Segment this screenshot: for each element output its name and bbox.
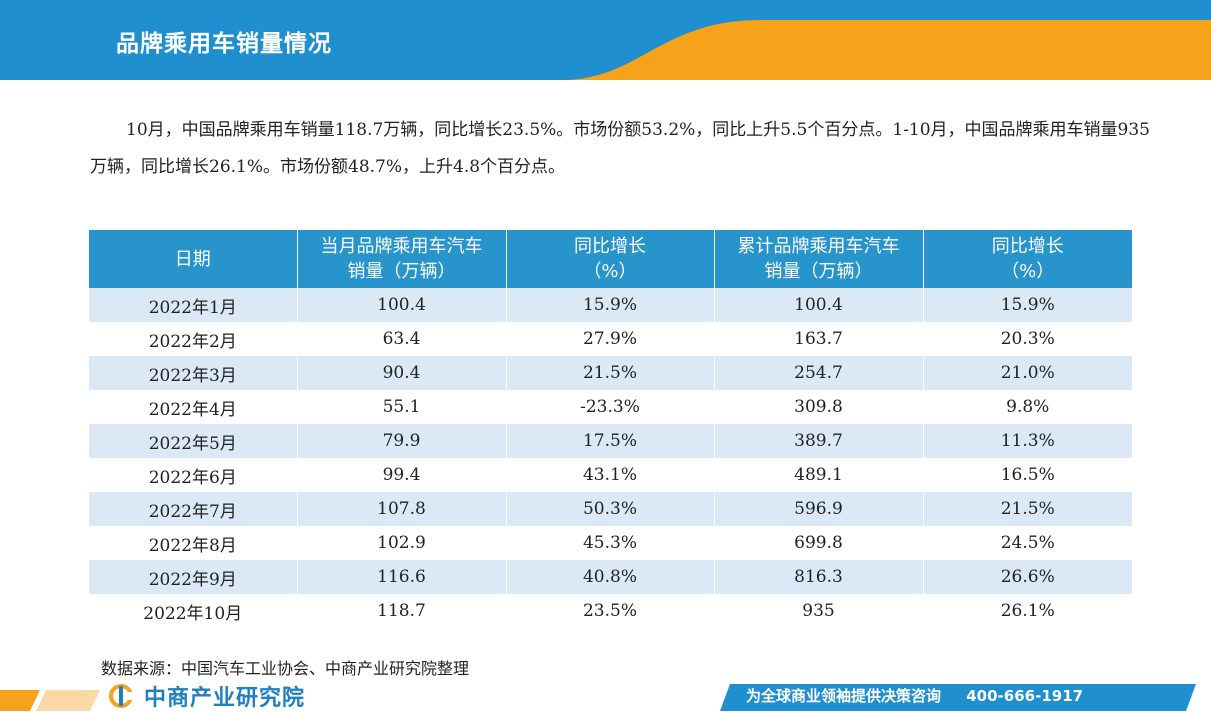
table-cell: 99.4 [297,458,507,492]
column-header-line2: （%） [583,261,637,282]
table-cell: 116.6 [297,560,507,594]
column-header-line2: 销量（万辆） [347,261,456,282]
table-row: 2022年10月 118.7 23.5% 935 26.1% [89,594,1132,628]
table-cell: 23.5% [506,594,715,628]
contact-phone: 400-666-1917 [966,687,1084,705]
table-cell: 43.1% [506,458,715,492]
table-cell: 50.3% [506,492,715,526]
table-cell: 17.5% [506,424,715,458]
table-cell: 102.9 [297,526,507,560]
table-cell: 2022年8月 [89,526,298,560]
table-cell: 309.8 [714,390,924,424]
table-cell: 2022年3月 [89,356,298,390]
table-cell: 79.9 [297,424,507,458]
table-cell: 2022年10月 [89,594,298,628]
table-cell: 596.9 [714,492,924,526]
source-note: 数据来源：中国汽车工业协会、中商产业研究院整理 [101,659,470,678]
table-row: 2022年8月 102.9 45.3% 699.8 24.5% [89,526,1132,560]
header-banner: 品牌乘用车销量情况 [0,0,1211,80]
brand-logo: 中商产业研究院 [108,680,305,711]
column-header-2: 同比增长 （%） [506,230,715,288]
brand-name: 中商产业研究院 [144,685,306,711]
table-cell: 118.7 [297,594,507,628]
table-row: 2022年4月 55.1 -23.3% 309.8 9.8% [89,390,1132,424]
table-cell: 26.1% [1000,601,1055,621]
column-header-line2: （%） [1001,261,1055,282]
table-cell: 55.1 [297,390,507,424]
brand-logo-icon [109,683,136,708]
table-row: 2022年2月 63.4 27.9% 163.7 20.3% [89,322,1132,356]
column-header-line1: 同比增长 [574,236,646,257]
sales-table: 日期 当月品牌乘用车汽车 销量（万辆） 同比增长 （%） 累计品牌乘用车汽车 销量（万辆）同… [89,230,1132,628]
table-row: 2022年7月 107.8 50.3% 596.9 21.5% [89,492,1132,526]
table-row: 2022年6月 99.4 43.1% 489.1 16.5% [89,458,1132,492]
table-row: 2022年9月 116.6 40.8% 816.3 26.6% [89,560,1132,594]
header-band-shape [0,0,1211,80]
table-cell: 100.4 [714,288,924,322]
table-cell: 16.5% [1000,465,1055,485]
footer-slogan: 为全球商业领袖提供决策咨询 400-666-1917 [746,685,1083,706]
table-cell: 2022年9月 [89,560,298,594]
slogan-text: 为全球商业领袖提供决策咨询 [746,687,942,705]
table-cell: 816.3 [714,560,924,594]
table-cell: 699.8 [714,526,924,560]
column-header-0: 日期 [89,230,298,288]
table-row: 2022年5月 79.9 17.5% 389.7 11.3% [89,424,1132,458]
column-header-line1: 同比增长 [991,236,1064,257]
table-cell: 45.3% [506,526,715,560]
table-cell: 2022年6月 [89,458,298,492]
column-header-4: 同比增长 （%） [923,230,1132,288]
table-cell: 11.3% [923,424,1132,458]
sales-table-wrapper: 日期 当月品牌乘用车汽车 销量（万辆） 同比增长 （%） 累计品牌乘用车汽车 销量（万辆）同… [89,230,1132,628]
table-cell: 254.7 [714,356,924,390]
table-cell: 2022年5月 [89,424,298,458]
table-cell: 100.4 [297,288,507,322]
table-cell: 21.5% [506,356,715,390]
footer-banner [0,680,1211,711]
table-row: 2022年3月 90.4 21.5% 254.7 21.0% [89,356,1132,390]
table-cell: 107.8 [297,492,507,526]
table-row: 2022年1月 100.4 15.9% 100.4 15.9% [89,288,1132,322]
table-cell: 21.0% [923,356,1132,390]
table-cell: 63.4 [297,322,507,356]
table-cell: 2022年4月 [89,390,298,424]
table-cell: 15.9% [506,288,715,322]
column-header-line1: 日期 [174,248,211,270]
table-cell: 40.8% [506,560,715,594]
table-cell: 26.6% [923,560,1132,594]
table-cell: 20.3% [1000,329,1055,349]
table-cell: 2022年2月 [89,322,298,356]
table-body: 2022年1月 100.4 15.9% 100.4 15.9% 2022年2月 63.4 27… [89,288,1132,628]
table-header-row: 日期 当月品牌乘用车汽车 销量（万辆） 同比增长 （%） 累计品牌乘用车汽车 销量（万辆）同… [89,230,1132,288]
footer-band-shape [0,680,1211,711]
table-cell: 9.8% [1006,397,1050,417]
column-header-line2: 销量（万辆） [764,261,873,282]
table-cell: 2022年1月 [89,288,298,322]
column-header-line1: 当月品牌乘用车汽车 [320,236,483,257]
table-cell: 935 [714,594,924,628]
table-cell: -23.3% [506,390,715,424]
table-cell: 27.9% [506,322,715,356]
table-cell: 2022年7月 [89,492,298,526]
column-header-1: 当月品牌乘用车汽车 销量（万辆） [297,230,507,288]
table-cell: 389.7 [714,424,924,458]
table-cell: 163.7 [714,322,924,356]
intro-paragraph: 10月，中国品牌乘用车销量118.7万辆，同比增长23.5%。市场份额53.2%… [90,120,1150,177]
table-cell: 24.5% [1000,533,1055,553]
column-header-line1: 累计品牌乘用车汽车 [737,236,900,257]
page-title: 品牌乘用车销量情况 [116,31,332,57]
table-cell: 15.9% [923,288,1132,322]
table-cell: 489.1 [714,458,924,492]
column-header-3: 累计品牌乘用车汽车 销量（万辆） [714,230,924,288]
table-cell: 90.4 [297,356,507,390]
table-cell: 21.5% [923,492,1132,526]
